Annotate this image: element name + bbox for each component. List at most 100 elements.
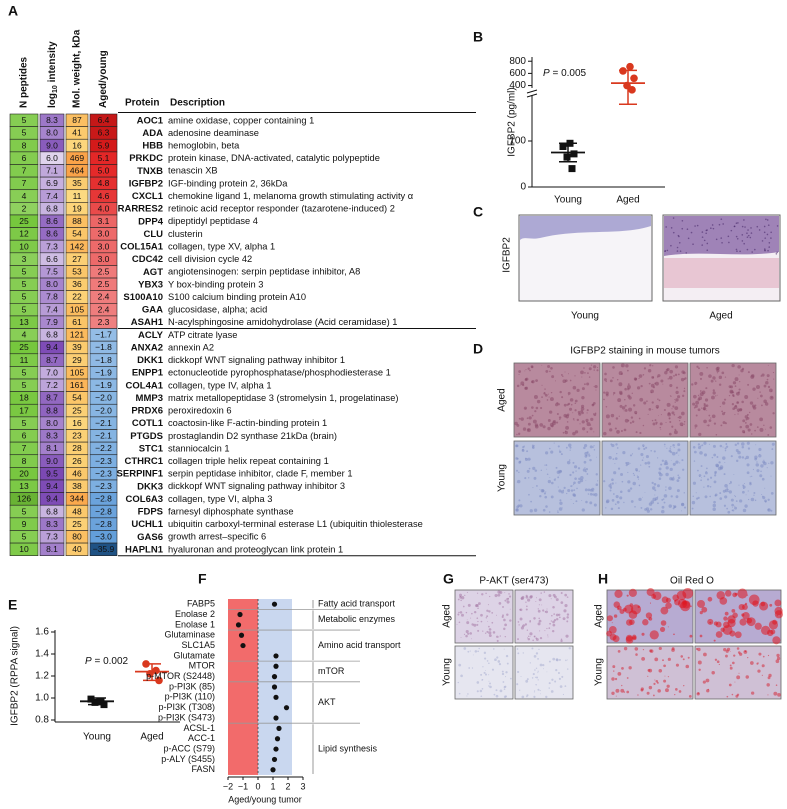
histology-image (601, 440, 689, 516)
protein-description: dipeptidyl peptidase 4 (168, 216, 258, 226)
texture-dot (574, 409, 577, 412)
x-tick-label: −2 (223, 781, 233, 791)
texture-dot (518, 624, 520, 626)
texture-dot (705, 467, 708, 470)
texture-dot (560, 490, 564, 494)
texture-dot (520, 417, 524, 421)
texture-dot (606, 499, 610, 503)
cell-value: 121 (70, 330, 84, 340)
texture-dot (653, 450, 656, 453)
texture-dot (584, 454, 588, 458)
header-part: intensity (47, 41, 58, 85)
texture-dot (567, 391, 571, 395)
p-symbol: P (85, 656, 92, 667)
texture-dot (524, 477, 527, 480)
texture-dot (470, 617, 472, 619)
texture-dot (657, 484, 660, 488)
texture-dot (584, 451, 588, 456)
texture-dot (531, 445, 534, 448)
texture-dot (689, 634, 693, 638)
texture-dot (677, 474, 679, 477)
texture-dot (613, 670, 615, 672)
texture-dot (667, 412, 671, 417)
texture-dot (696, 365, 699, 368)
cell-value: 7.8 (46, 292, 58, 302)
texture-dot (620, 363, 625, 368)
texture-dot (486, 615, 489, 618)
texture-dot (768, 241, 771, 244)
texture-dot (555, 669, 558, 672)
texture-dot (736, 250, 738, 252)
texture-dot (548, 511, 551, 513)
texture-dot (558, 658, 561, 661)
texture-dot (733, 474, 735, 475)
texture-dot (529, 595, 533, 598)
protein-description: stanniocalcin 1 (168, 443, 230, 453)
texture-dot (458, 621, 461, 624)
texture-dot (674, 399, 676, 401)
group-label: Metabolic enzymes (318, 614, 396, 624)
texture-dot (537, 609, 541, 613)
texture-dot (569, 446, 572, 449)
texture-dot (747, 490, 749, 492)
texture-dot (560, 601, 564, 604)
protein-description: Y box-binding protein 3 (168, 279, 263, 289)
x-tick-label: Young (83, 732, 111, 743)
texture-dot (714, 658, 718, 661)
texture-dot (575, 470, 577, 472)
texture-dot (641, 632, 645, 636)
texture-dot (539, 423, 544, 427)
texture-dot (560, 373, 563, 376)
texture-dot (667, 676, 670, 678)
texture-dot (508, 593, 510, 595)
texture-dot (597, 480, 599, 482)
texture-dot (551, 421, 556, 426)
texture-dot (659, 626, 666, 633)
texture-dot (572, 471, 575, 474)
texture-dot (520, 676, 522, 677)
texture-dot (647, 669, 651, 672)
texture-dot (526, 678, 529, 681)
y-tick-label: 800 (509, 56, 526, 67)
texture-dot (558, 677, 561, 680)
texture-dot (581, 420, 585, 424)
texture-dot (654, 382, 656, 385)
texture-dot (488, 634, 492, 638)
cell-value: −2.1 (95, 418, 112, 428)
texture-dot (716, 464, 720, 468)
texture-dot (559, 499, 562, 502)
texture-dot (670, 445, 672, 448)
texture-dot (718, 383, 722, 386)
texture-dot (627, 489, 631, 493)
texture-dot (541, 384, 543, 386)
texture-dot (531, 406, 534, 409)
texture-dot (775, 659, 780, 664)
texture-dot (766, 233, 769, 236)
texture-dot (569, 473, 572, 477)
texture-dot (609, 486, 613, 489)
texture-dot (456, 623, 458, 625)
texture-dot (712, 503, 717, 508)
cell-value: 35 (72, 178, 82, 188)
texture-dot (492, 631, 496, 634)
texture-dot (595, 389, 597, 391)
cell-value: −2.8 (95, 506, 112, 516)
texture-dot (488, 631, 492, 635)
data-point (274, 736, 281, 742)
texture-dot (608, 422, 612, 426)
texture-dot (553, 613, 556, 615)
texture-dot (715, 433, 718, 436)
cell-value: 80 (72, 532, 82, 542)
texture-dot (559, 685, 563, 688)
cell-value: 8.0 (46, 279, 58, 289)
texture-dot (534, 410, 537, 413)
texture-dot (540, 489, 545, 493)
texture-dot (615, 417, 619, 420)
texture-dot (761, 240, 764, 242)
texture-dot (776, 621, 778, 623)
protein-name: AOC1 (137, 115, 164, 126)
x-tick-label: Aged (616, 195, 639, 206)
texture-dot (722, 625, 733, 635)
texture-dot (560, 592, 563, 595)
texture-dot (616, 447, 619, 449)
